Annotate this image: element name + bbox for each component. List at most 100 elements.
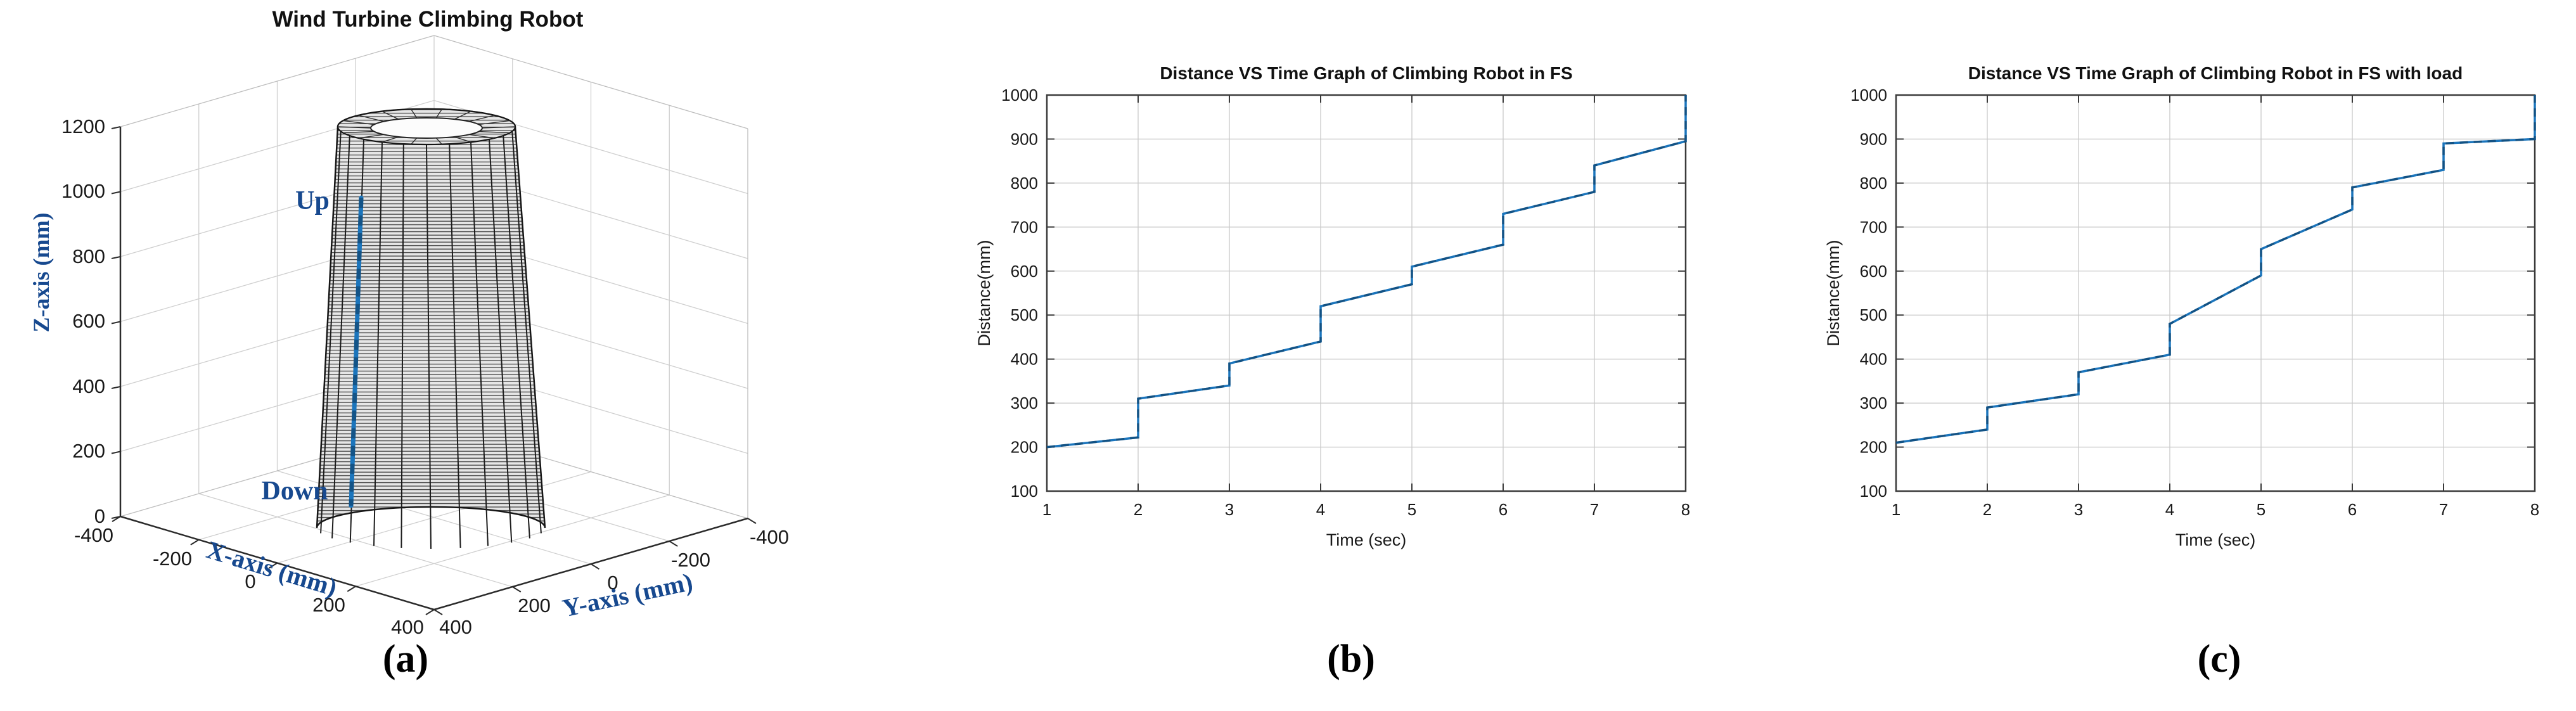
tower-rim-hatch-line [337, 126, 371, 129]
y-tick-label: 400 [1860, 350, 1887, 369]
tower-rim-hatch-line [381, 111, 399, 120]
chart-text: 1 2 3 4 5 6 7 8 100 200 300 400 500 600 700 800 900 1000 D… [1824, 63, 2539, 549]
x-tick-label: 0 [245, 570, 255, 592]
x-axis-label: Time (sec) [1326, 530, 1407, 549]
tower-meridian-line [503, 135, 530, 539]
up-annotation: Up [295, 186, 330, 215]
x-tick-label: -400 [74, 524, 113, 546]
y-tick-label: 200 [1011, 438, 1038, 457]
x-tick-label: 8 [1681, 500, 1690, 519]
y-tick-label: 700 [1011, 217, 1038, 236]
y-tick-label: 400 [1011, 350, 1038, 369]
y-tick-label: 100 [1860, 482, 1887, 501]
z-tick-label: 200 [72, 440, 105, 462]
tower-rim-hatch-line [358, 115, 384, 122]
y-tick-label: 500 [1860, 305, 1887, 324]
y-tick-label: 1000 [1001, 86, 1038, 105]
y-tick-label: 100 [1011, 482, 1038, 501]
x-tick-label: 2 [1134, 500, 1143, 519]
chart-b-distance-vs-time: 1 2 3 4 5 6 7 8 100 200 300 400 500 600 700 800 900 1000 D… [975, 63, 1690, 549]
x-axis-tick-labels: -400 -200 0 200 400 [74, 524, 424, 638]
climb-path [349, 195, 364, 508]
x-tick-label: 2 [1983, 500, 1992, 519]
x-tick-label: 7 [1590, 500, 1599, 519]
tower-rim-hatch-line [411, 109, 418, 118]
tower-rim-hatch-line [482, 126, 516, 129]
turbine-tower-mesh [316, 108, 546, 549]
y-tick-label: 800 [1860, 174, 1887, 193]
y-tick-label: -200 [671, 549, 710, 571]
tower-rim-hatch-line [454, 111, 471, 120]
z-tick-label: 400 [72, 375, 105, 397]
tower-rim-hatch-line [343, 131, 375, 134]
y-tick-label: 700 [1860, 217, 1887, 236]
y-tick-label: 200 [1860, 438, 1887, 457]
tower-meridian-line [426, 144, 432, 549]
caption-b: (b) [1327, 637, 1375, 681]
x-tick-label: 4 [2165, 500, 2174, 519]
tower-meridian-line [489, 139, 513, 543]
z-axis-label: Z-axis (mm) [29, 213, 54, 333]
z-tick-label: 600 [72, 310, 105, 332]
y-tick-label: 200 [518, 594, 551, 617]
tower-rim-hatch-line [478, 131, 510, 134]
panel-a-3d-plot: Wind Turbine Climbing Robot 0 200 400 60… [29, 7, 789, 638]
tower-rim-hatch-line [469, 115, 495, 122]
tower-meridian-line [320, 131, 342, 534]
tower-rim-hatch-line [343, 120, 375, 125]
tower-rim-hatch-line [435, 138, 442, 145]
chart-title: Distance VS Time Graph of Climbing Robot… [1968, 63, 2463, 83]
plot-border [1046, 94, 1687, 492]
tower-rim-hatch-line [381, 136, 399, 143]
panel-a-tick-marks [111, 126, 757, 615]
tower-meridian-line [373, 142, 383, 546]
z-tick-label: 0 [94, 505, 105, 527]
y-tick-label: 600 [1011, 262, 1038, 281]
tower-rim-hatches [337, 109, 516, 145]
tower-rim-hatch-line [358, 134, 384, 139]
y-tick-label: 0 [607, 572, 618, 594]
tower-meridian-line [449, 143, 461, 548]
x-tick-label: 5 [1407, 500, 1416, 519]
chart-c-distance-vs-time-with-load: 1 2 3 4 5 6 7 8 100 200 300 400 500 600 700 800 900 1000 D… [1824, 63, 2539, 549]
chart-tick-marks [1895, 94, 2535, 492]
tower-rim-hatch-line [478, 120, 510, 125]
y-tick-label: 800 [1011, 174, 1038, 193]
caption-c: (c) [2197, 637, 2241, 681]
x-axis-label: X-axis (mm) [203, 535, 340, 602]
x-tick-label: 3 [2074, 500, 2083, 519]
x-tick-label: 3 [1225, 500, 1234, 519]
y-axis-label: Distance(mm) [1824, 240, 1843, 346]
chart-gridlines [1896, 95, 2535, 491]
tower-meridian-line [470, 142, 489, 546]
x-tick-label: 4 [1316, 500, 1325, 519]
x-tick-label: 7 [2439, 500, 2448, 519]
chart-gridlines [1047, 95, 1686, 491]
plot-border [1895, 94, 2536, 492]
tower-meridian-line [331, 135, 350, 539]
y-tick-label: -400 [750, 526, 789, 548]
caption-a: (a) [382, 637, 429, 681]
z-axis-tick-labels: 0 200 400 600 800 1000 1200 [61, 115, 105, 527]
x-tick-label: 200 [312, 594, 345, 616]
tower-rim-hatch-line [469, 134, 495, 139]
x-tick-label: 8 [2530, 500, 2539, 519]
chart-title: Distance VS Time Graph of Climbing Robot… [1160, 63, 1572, 83]
tower-rim-hatch-line [454, 136, 471, 143]
y-tick-label: 400 [439, 616, 472, 638]
z-tick-label: 1000 [61, 180, 105, 202]
tower-rim-hatch-line [411, 138, 418, 145]
y-tick-label: 500 [1011, 305, 1038, 324]
panel-a-title: Wind Turbine Climbing Robot [272, 7, 584, 32]
z-tick-label: 800 [72, 245, 105, 267]
x-tick-label: 400 [391, 616, 424, 638]
y-tick-label: 300 [1011, 394, 1038, 413]
x-tick-label: -200 [153, 548, 192, 570]
x-tick-label: 5 [2257, 500, 2265, 519]
tower-top-opening [370, 117, 483, 139]
down-annotation: Down [261, 477, 328, 506]
tower-meridian-line [400, 143, 404, 548]
tower-meridian-line [511, 131, 542, 534]
y-tick-label: 900 [1011, 129, 1038, 148]
